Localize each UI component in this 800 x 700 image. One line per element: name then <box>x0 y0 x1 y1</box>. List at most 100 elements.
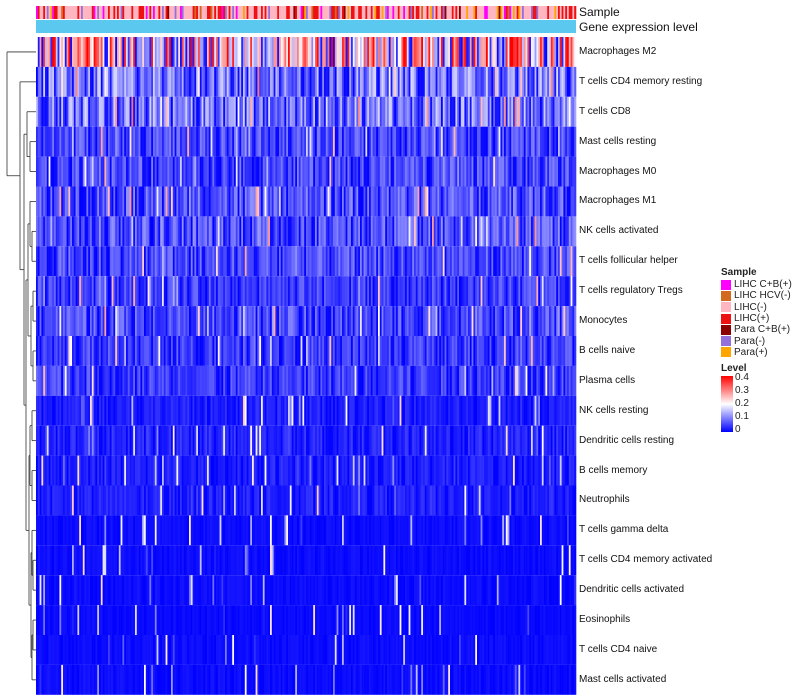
heatmap-cell <box>370 425 373 456</box>
heatmap-cell <box>199 246 202 277</box>
heatmap-cell <box>430 37 433 67</box>
heatmap-cell <box>230 365 233 396</box>
heatmap-cell <box>469 395 472 426</box>
heatmap-cell <box>147 96 150 127</box>
heatmap-cell <box>547 276 550 307</box>
heatmap-cell <box>163 306 166 336</box>
heatmap-cell <box>381 216 384 247</box>
heatmap-cell <box>381 365 384 396</box>
heatmap-cell <box>216 37 219 67</box>
heatmap-cell <box>129 126 132 157</box>
heatmap-cell <box>325 336 328 366</box>
sample-annotation-cell <box>201 6 204 19</box>
heatmap-cell <box>324 126 327 157</box>
heatmap-cell <box>478 216 481 247</box>
heatmap-cell <box>306 276 309 307</box>
heatmap-cell <box>149 216 152 247</box>
heatmap-cell <box>412 336 415 366</box>
heatmap-cell <box>50 246 53 277</box>
heatmap-cell <box>315 365 318 396</box>
heatmap-cell <box>322 336 325 366</box>
heatmap-cell <box>189 306 192 336</box>
heatmap-cell <box>214 485 217 516</box>
heatmap-cell <box>430 186 433 217</box>
heatmap-cell <box>297 186 300 217</box>
heatmap-cell <box>325 66 328 97</box>
heatmap-cell <box>300 37 303 67</box>
heatmap-cell <box>88 37 91 67</box>
heatmap-cell <box>55 126 58 157</box>
heatmap-cell <box>282 186 285 217</box>
heatmap-cell <box>279 96 282 127</box>
sample-annotation-cell <box>370 6 373 19</box>
heatmap-cell <box>244 156 247 187</box>
heatmap-cell <box>142 37 145 67</box>
heatmap-cell <box>437 66 440 97</box>
heatmap-cell <box>433 66 436 97</box>
heatmap-cell <box>327 336 330 366</box>
heatmap-cell <box>525 365 528 396</box>
heatmap-cell <box>545 186 548 217</box>
heatmap-cell <box>50 37 53 67</box>
heatmap-cell <box>340 37 343 67</box>
heatmap-cell <box>570 246 573 277</box>
heatmap-cell <box>410 216 413 247</box>
heatmap-cell <box>293 156 296 187</box>
heatmap-cell <box>432 336 435 366</box>
heatmap-cell <box>495 96 498 127</box>
heatmap-cell <box>428 216 431 247</box>
heatmap-cell <box>325 246 328 277</box>
heatmap-cell <box>406 306 409 336</box>
heatmap-cell <box>298 37 301 67</box>
heatmap-cell <box>149 276 152 307</box>
heatmap-cell <box>261 96 264 127</box>
heatmap-cell <box>329 276 332 307</box>
heatmap-cell <box>455 186 458 217</box>
heatmap-cell <box>372 276 375 307</box>
heatmap-cell <box>198 186 201 217</box>
heatmap-cell <box>64 485 67 516</box>
heatmap-cell <box>192 395 195 426</box>
heatmap-cell <box>163 156 166 187</box>
heatmap-cell <box>502 96 505 127</box>
heatmap-cell <box>496 186 499 217</box>
heatmap-cell <box>91 156 94 187</box>
heatmap-cell <box>234 246 237 277</box>
sample-annotation-cell <box>192 6 195 19</box>
heatmap-cell <box>174 395 177 426</box>
heatmap-cell <box>109 425 112 456</box>
heatmap-cell <box>88 455 91 486</box>
heatmap-cell <box>574 276 577 307</box>
heatmap-cell <box>147 336 150 366</box>
heatmap-cell <box>288 96 291 127</box>
heatmap-cell <box>469 156 472 187</box>
heatmap-cell <box>527 246 530 277</box>
heatmap-cell <box>502 37 505 67</box>
heatmap-cell <box>552 395 555 426</box>
heatmap-cell <box>185 126 188 157</box>
heatmap-cell <box>500 66 503 97</box>
heatmap-cell <box>257 216 260 247</box>
heatmap-cell <box>331 216 334 247</box>
heatmap-cell <box>554 246 557 277</box>
heatmap-cell <box>520 276 523 307</box>
heatmap-cell <box>181 156 184 187</box>
heatmap-cell <box>385 246 388 277</box>
heatmap-cell <box>534 246 537 277</box>
heatmap-cell <box>352 276 355 307</box>
heatmap-cell <box>466 336 469 366</box>
heatmap-cell <box>59 276 62 307</box>
heatmap-cell <box>235 216 238 247</box>
heatmap-cell <box>306 156 309 187</box>
heatmap-cell <box>468 336 471 366</box>
heatmap-cell <box>315 425 318 456</box>
heatmap-cell <box>397 365 400 396</box>
heatmap-cell <box>147 156 150 187</box>
heatmap-cell <box>279 455 282 486</box>
heatmap-cell <box>514 306 517 336</box>
heatmap-cell <box>502 336 505 366</box>
heatmap-cell <box>253 246 256 277</box>
heatmap-cell <box>165 156 168 187</box>
heatmap-cell <box>205 365 208 396</box>
heatmap-cell <box>81 246 84 277</box>
